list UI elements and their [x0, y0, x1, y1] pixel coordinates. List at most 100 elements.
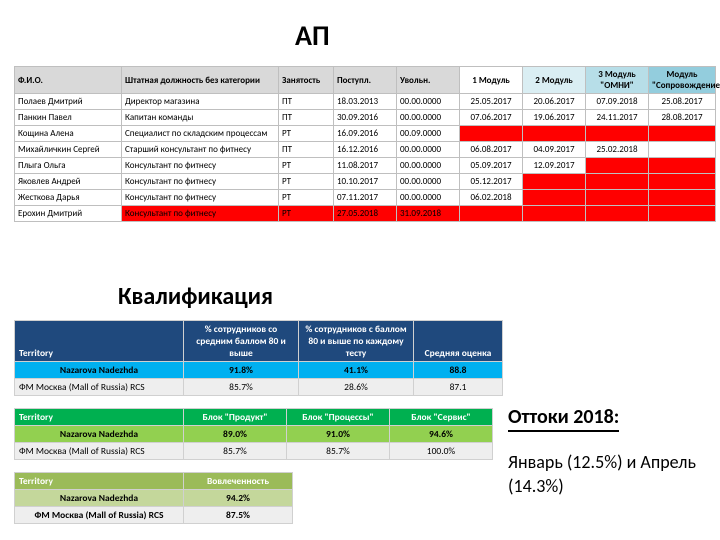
table-cell: РТ: [279, 174, 334, 190]
table-cell: 00.00.0000: [397, 174, 460, 190]
col-header: 3 Модуль "ОМНИ": [586, 67, 649, 94]
table-cell: 91.8%: [184, 362, 299, 379]
table-row: ФМ Москва (Mall of Russia) RCS87.5%: [15, 507, 293, 524]
table-cell: Консультант по фитнесу: [122, 190, 279, 206]
table-cell: [460, 206, 523, 222]
table-cell: [586, 190, 649, 206]
table-cell: Nazarova Nadezhda: [15, 490, 184, 507]
table-cell: Жесткова Дарья: [15, 190, 122, 206]
table-row: Nazarova Nadezhda94.2%: [15, 490, 293, 507]
table-row: ФМ Москва (Mall of Russia) RCS85.7%85.7%…: [15, 443, 493, 460]
table-cell: 11.08.2017: [334, 158, 397, 174]
table-cell: Михайличкин Сергей: [15, 142, 122, 158]
table-cell: [586, 126, 649, 142]
col-header: Блок "Продукт": [184, 409, 287, 426]
table-cell: РТ: [279, 126, 334, 142]
table-cell: 00.00.0000: [397, 158, 460, 174]
title-qualification: Квалификация: [118, 282, 273, 311]
table-cell: 19.06.2017: [523, 110, 586, 126]
table-cell: РТ: [279, 190, 334, 206]
table-cell: 94.2%: [184, 490, 293, 507]
table-cell: 00.00.0000: [397, 190, 460, 206]
table-row: Ерохин ДмитрийКонсультант по фитнесуРТ27…: [15, 206, 716, 222]
table-row: Кощина АленаСпециалист по складским проц…: [15, 126, 716, 142]
table-cell: [649, 142, 716, 158]
table-row: Полаев ДмитрийДиректор магазинаПТ18.03.2…: [15, 94, 716, 110]
table-cell: 16.09.2016: [334, 126, 397, 142]
table-cell: 85.7%: [184, 443, 287, 460]
table-cell: 87.1: [414, 379, 503, 396]
table-cell: 28.6%: [299, 379, 414, 396]
table-cell: 20.06.2017: [523, 94, 586, 110]
table-cell: 05.12.2017: [460, 174, 523, 190]
table-cell: ФМ Москва (Mall of Russia) RCS: [15, 379, 184, 396]
table-cell: Плыга Ольга: [15, 158, 122, 174]
table-cell: ПТ: [279, 94, 334, 110]
ottoki-body: Январь (12.5%) и Апрель (14.3%): [508, 450, 713, 499]
table-cell: 31.09.2018: [397, 206, 460, 222]
table-cell: Панкин Павел: [15, 110, 122, 126]
table-cell: 07.09.2018: [586, 94, 649, 110]
table-cell: Ерохин Дмитрий: [15, 206, 122, 222]
table-cell: Старший консультант по фитнесу: [122, 142, 279, 158]
qualification-table-1: Territory% сотрудников со средним баллом…: [14, 320, 503, 396]
table-cell: ПТ: [279, 110, 334, 126]
table-cell: 28.08.2017: [649, 110, 716, 126]
col-header: % сотрудников со средним баллом 80 и выш…: [184, 321, 299, 362]
table-cell: 100.0%: [390, 443, 493, 460]
table-cell: [460, 126, 523, 142]
table-cell: Консультант по фитнесу: [122, 174, 279, 190]
title-ap: АП: [295, 18, 330, 53]
table-cell: [649, 190, 716, 206]
table-cell: [649, 158, 716, 174]
table-cell: ФМ Москва (Mall of Russia) RCS: [15, 443, 184, 460]
col-header: Блок "Процессы": [287, 409, 390, 426]
table-cell: [586, 158, 649, 174]
col-header: % сотрудников с баллом 80 и выше по кажд…: [299, 321, 414, 362]
table-cell: 89.0%: [184, 426, 287, 443]
table-cell: 00.00.0000: [397, 110, 460, 126]
table-cell: Nazarova Nadezhda: [15, 362, 184, 379]
table-cell: 94.6%: [390, 426, 493, 443]
table-cell: 04.09.2017: [523, 142, 586, 158]
table-cell: 27.05.2018: [334, 206, 397, 222]
col-header: Модуль "Сопровождение": [649, 67, 716, 94]
col-header: Блок "Сервис": [390, 409, 493, 426]
col-header: Territory: [15, 409, 184, 426]
col-header: Занятость: [279, 67, 334, 94]
table-cell: Капитан команды: [122, 110, 279, 126]
table-cell: 12.09.2017: [523, 158, 586, 174]
col-header: Поступл.: [334, 67, 397, 94]
table-cell: 16.12.2016: [334, 142, 397, 158]
table-cell: 30.09.2016: [334, 110, 397, 126]
table-cell: Кощина Алена: [15, 126, 122, 142]
table-cell: 10.10.2017: [334, 174, 397, 190]
table-cell: Яковлев Андрей: [15, 174, 122, 190]
table-row: Nazarova Nadezhda91.8%41.1%88.8: [15, 362, 503, 379]
col-header: Territory: [15, 321, 184, 362]
table-cell: 06.08.2017: [460, 142, 523, 158]
table-row: Михайличкин СергейСтарший консультант по…: [15, 142, 716, 158]
table-cell: Консультант по фитнесу: [122, 158, 279, 174]
employees-table: Ф.И.О.Штатная должность без категорииЗан…: [14, 66, 716, 222]
table-cell: 18.03.2013: [334, 94, 397, 110]
table-cell: ПТ: [279, 142, 334, 158]
table-row: Плыга ОльгаКонсультант по фитнесуРТ11.08…: [15, 158, 716, 174]
qualification-table-3: TerritoryВовлеченностьNazarova Nadezhda9…: [14, 472, 293, 524]
table-cell: [523, 190, 586, 206]
table-row: ФМ Москва (Mall of Russia) RCS85.7%28.6%…: [15, 379, 503, 396]
table-cell: 00.00.0000: [397, 94, 460, 110]
table-cell: РТ: [279, 206, 334, 222]
table-cell: 05.09.2017: [460, 158, 523, 174]
table-cell: [586, 206, 649, 222]
col-header: Увольн.: [397, 67, 460, 94]
table-cell: [523, 126, 586, 142]
table-cell: 91.0%: [287, 426, 390, 443]
table-cell: [586, 174, 649, 190]
table-cell: [649, 206, 716, 222]
col-header: Ф.И.О.: [15, 67, 122, 94]
table-cell: 85.7%: [184, 379, 299, 396]
col-header: Штатная должность без категории: [122, 67, 279, 94]
table-cell: 88.8: [414, 362, 503, 379]
table-cell: Директор магазина: [122, 94, 279, 110]
